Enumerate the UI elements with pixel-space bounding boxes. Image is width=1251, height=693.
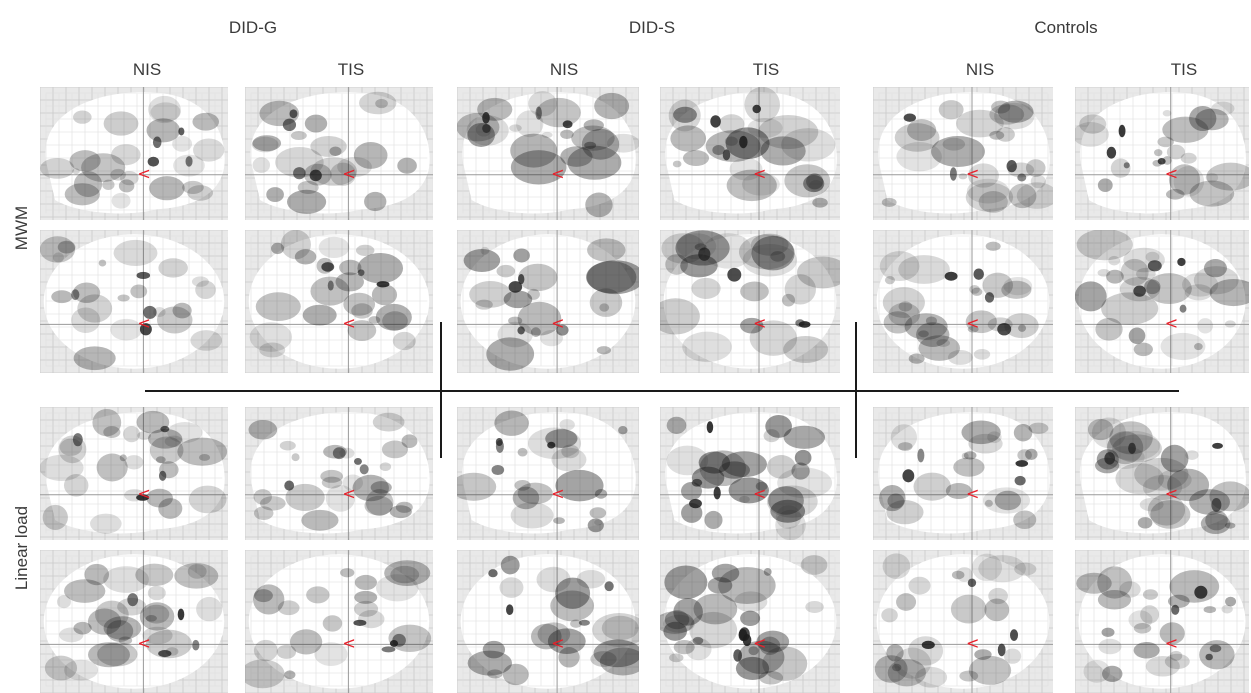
peak-marker-icon: < <box>1165 484 1178 503</box>
vertical-divider-1 <box>440 322 442 458</box>
peak-marker-icon: < <box>753 633 766 652</box>
peak-marker-icon: < <box>551 313 564 332</box>
brain-panel-controls-tis-linear-sagittal: < <box>1075 407 1249 540</box>
condition-header-controls-nis: NIS <box>965 60 995 79</box>
peak-marker-icon: < <box>753 164 766 183</box>
row-label-mwm: MWM <box>12 205 31 251</box>
brain-panel-did-s-tis-linear-axial: < <box>660 550 840 693</box>
brain-panel-controls-tis-linear-axial: < <box>1075 550 1249 693</box>
brain-panel-did-g-tis-mwm-sagittal: < <box>245 87 433 220</box>
condition-header-did-g-tis: TIS <box>337 60 365 79</box>
row-label-linear-load: Linear load <box>12 505 31 591</box>
brain-panel-did-s-nis-linear-sagittal: < <box>457 407 639 540</box>
brain-panel-did-s-nis-linear-axial: < <box>457 550 639 693</box>
peak-marker-icon: < <box>137 484 150 503</box>
peak-marker-icon: < <box>342 633 355 652</box>
peak-marker-icon: < <box>551 633 564 652</box>
brain-panel-controls-nis-mwm-axial: < <box>873 230 1053 373</box>
peak-marker-icon: < <box>966 164 979 183</box>
condition-header-controls-tis: TIS <box>1170 60 1198 79</box>
peak-marker-icon: < <box>1165 633 1178 652</box>
peak-marker-icon: < <box>137 313 150 332</box>
condition-header-did-s-nis: NIS <box>549 60 579 79</box>
peak-marker-icon: < <box>342 484 355 503</box>
horizontal-divider <box>145 390 1179 392</box>
brain-panel-did-g-nis-linear-axial: < <box>40 550 228 693</box>
brain-panel-did-s-nis-mwm-sagittal: < <box>457 87 639 220</box>
brain-panel-did-s-tis-mwm-sagittal: < <box>660 87 840 220</box>
brain-panel-did-s-nis-mwm-axial: < <box>457 230 639 373</box>
brain-panel-did-g-nis-mwm-sagittal: < <box>40 87 228 220</box>
peak-marker-icon: < <box>551 164 564 183</box>
vertical-divider-2 <box>855 322 857 458</box>
peak-marker-icon: < <box>966 313 979 332</box>
group-header-controls: Controls <box>1034 18 1098 37</box>
peak-marker-icon: < <box>966 633 979 652</box>
condition-header-did-g-nis: NIS <box>132 60 162 79</box>
condition-header-did-s-tis: TIS <box>752 60 780 79</box>
peak-marker-icon: < <box>1165 164 1178 183</box>
brain-panel-did-g-nis-linear-sagittal: < <box>40 407 228 540</box>
brain-panel-controls-nis-linear-sagittal: < <box>873 407 1053 540</box>
brain-panel-did-s-tis-mwm-axial: < <box>660 230 840 373</box>
brain-panel-did-g-tis-mwm-axial: < <box>245 230 433 373</box>
peak-marker-icon: < <box>342 313 355 332</box>
group-header-did-g: DID-G <box>228 18 278 37</box>
peak-marker-icon: < <box>551 484 564 503</box>
peak-marker-icon: < <box>753 313 766 332</box>
brain-panel-did-s-tis-linear-sagittal: < <box>660 407 840 540</box>
peak-marker-icon: < <box>137 633 150 652</box>
brain-panel-did-g-nis-mwm-axial: < <box>40 230 228 373</box>
peak-marker-icon: < <box>137 164 150 183</box>
brain-panel-controls-nis-mwm-sagittal: < <box>873 87 1053 220</box>
group-header-did-s: DID-S <box>628 18 676 37</box>
brain-panel-controls-nis-linear-axial: < <box>873 550 1053 693</box>
brain-panel-did-g-tis-linear-sagittal: < <box>245 407 433 540</box>
peak-marker-icon: < <box>342 164 355 183</box>
brain-panel-did-g-tis-linear-axial: < <box>245 550 433 693</box>
peak-marker-icon: < <box>1165 313 1178 332</box>
peak-marker-icon: < <box>753 484 766 503</box>
brain-panel-controls-tis-mwm-sagittal: < <box>1075 87 1249 220</box>
brain-panel-controls-tis-mwm-axial: < <box>1075 230 1249 373</box>
peak-marker-icon: < <box>966 484 979 503</box>
